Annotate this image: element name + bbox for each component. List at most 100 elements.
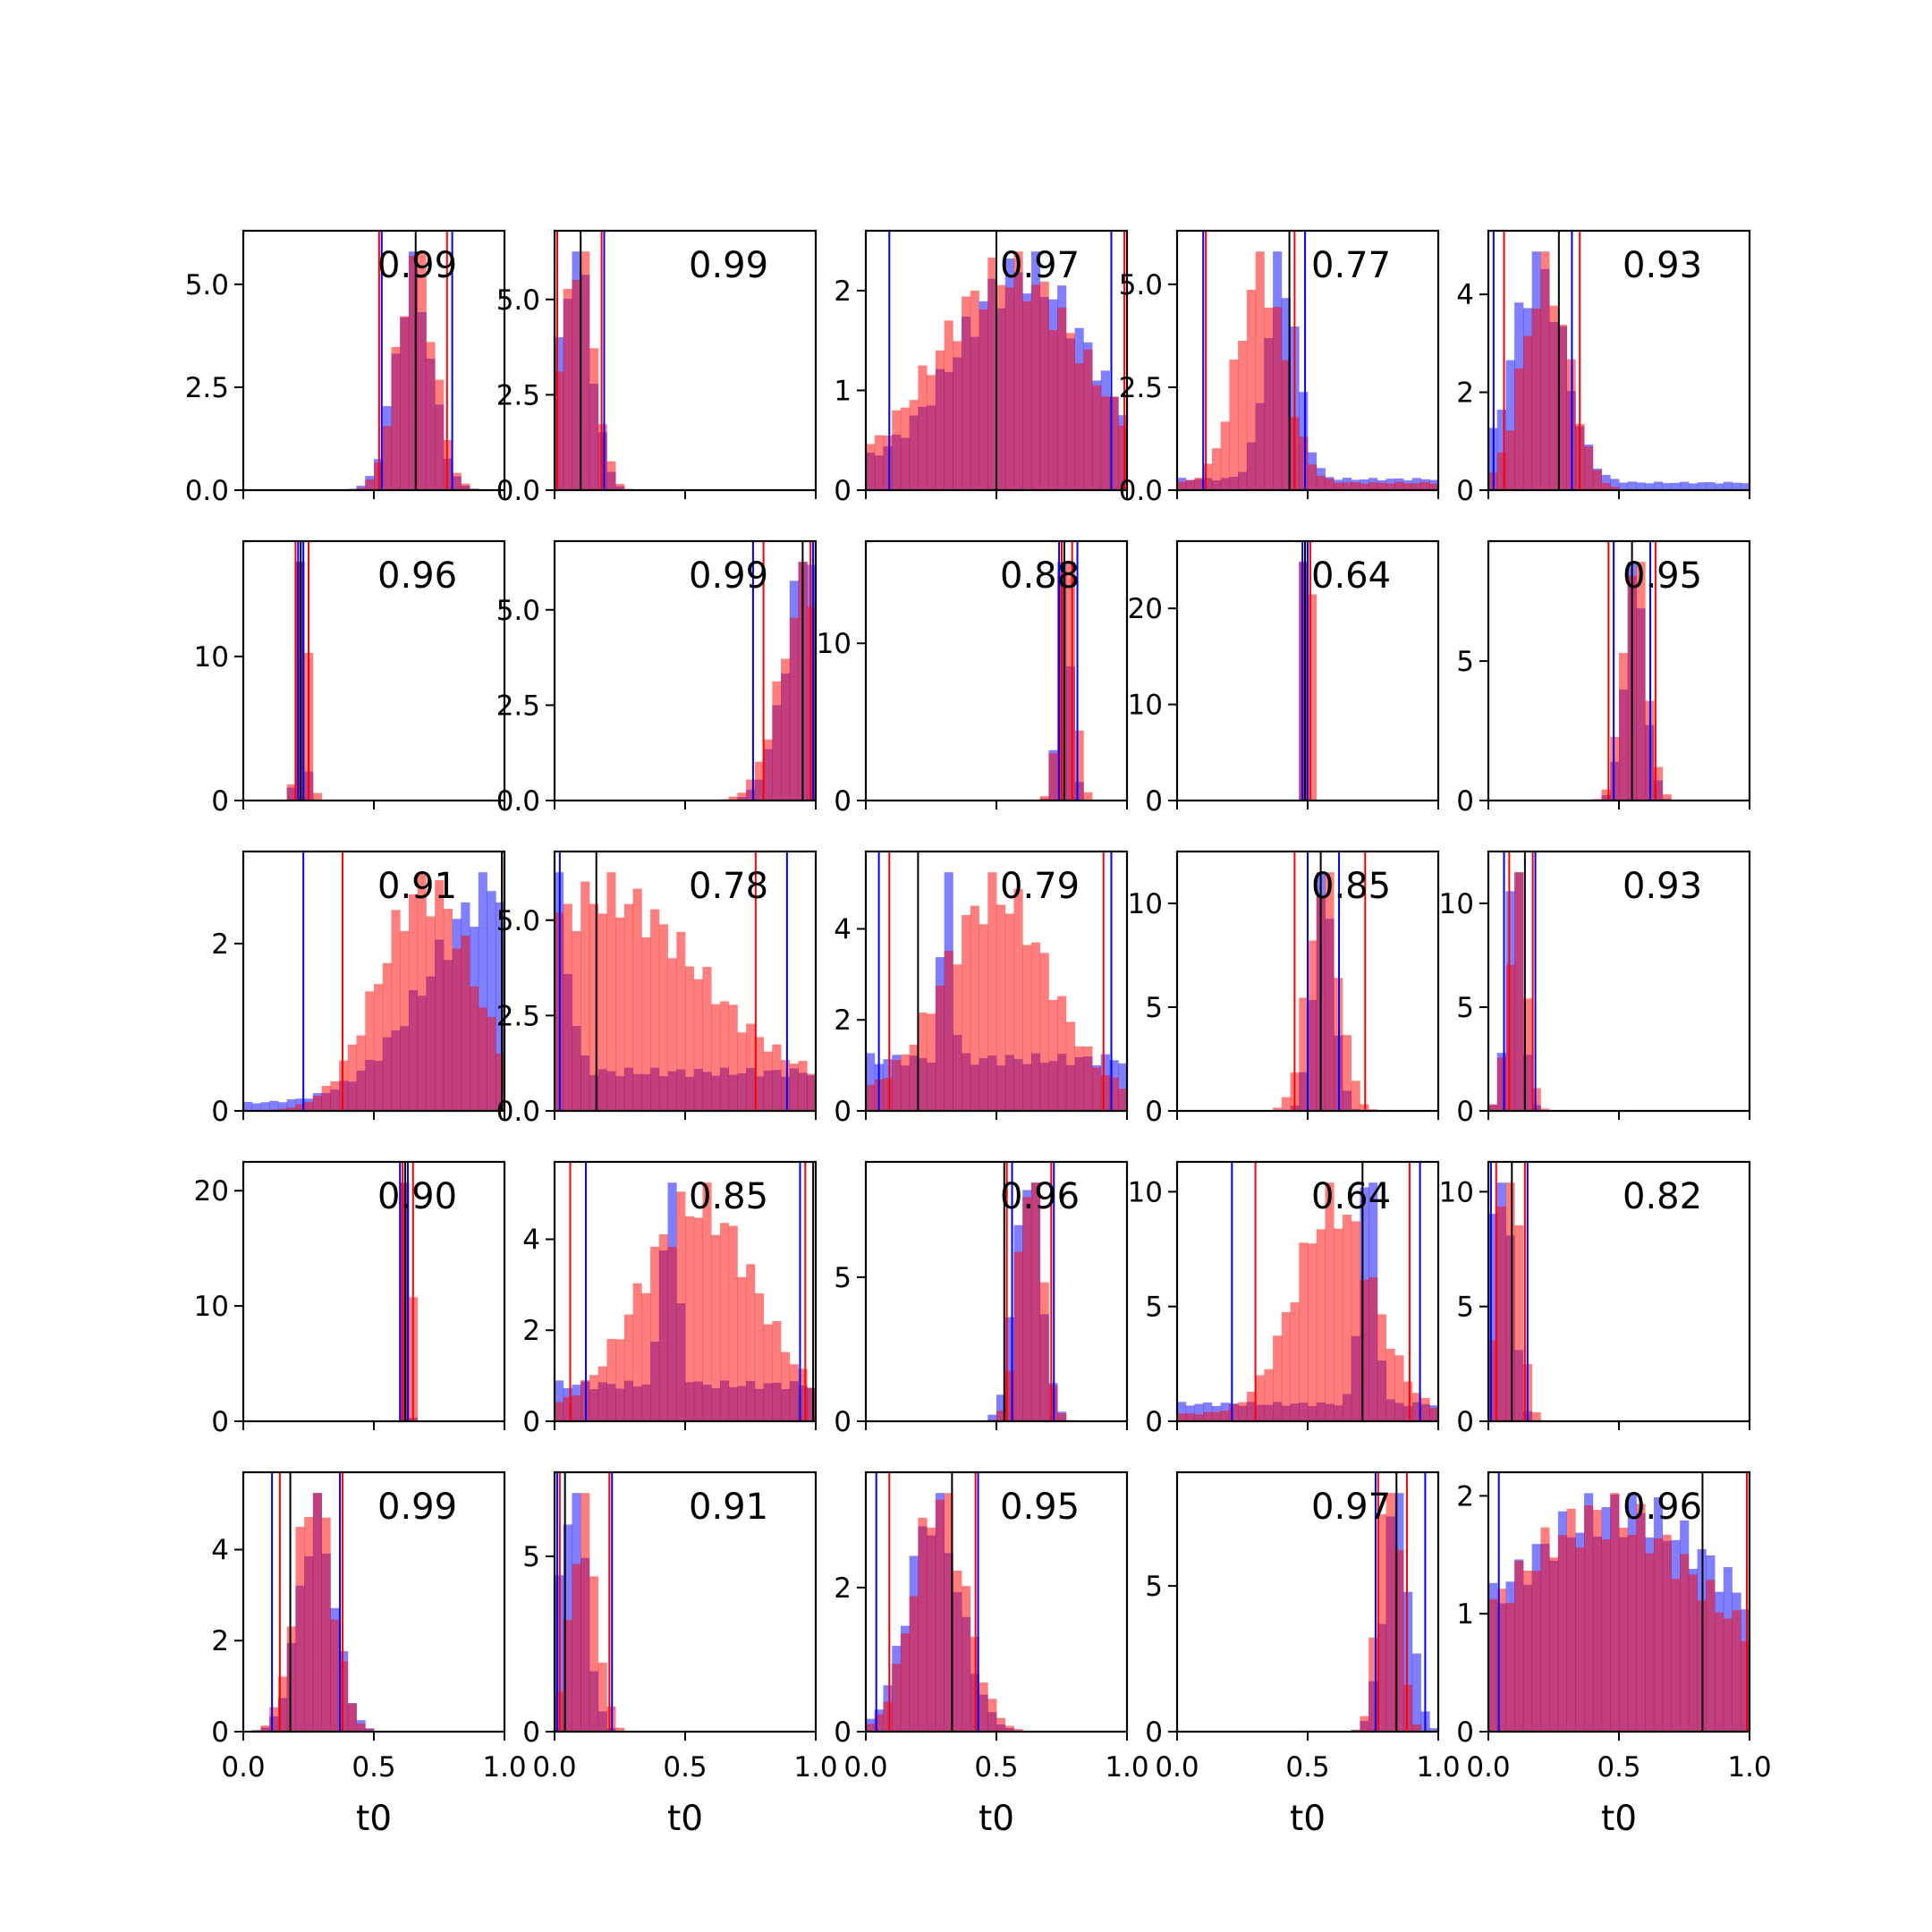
red-histogram-bar — [883, 1701, 893, 1732]
panel-score: 0.82 — [1623, 1176, 1702, 1217]
red-histogram-bar — [944, 951, 953, 1111]
blue-histogram-bar — [1194, 1403, 1204, 1421]
blue-histogram-bar — [1429, 1728, 1438, 1732]
red-histogram-bar — [339, 1060, 349, 1111]
red-histogram-bar — [658, 1234, 668, 1421]
red-histogram-bar — [1540, 1527, 1550, 1732]
blue-histogram-bar — [1496, 410, 1506, 490]
blue-histogram-bar — [277, 1102, 288, 1111]
red-histogram-bar — [1420, 1398, 1430, 1421]
red-histogram-bar — [892, 1060, 902, 1111]
red-histogram-bar — [1403, 483, 1413, 490]
red-histogram-bar — [1109, 396, 1119, 490]
red-histogram-bar — [1522, 1570, 1533, 1732]
red-histogram-bar — [286, 1626, 296, 1732]
x-tick-label: 1.0 — [482, 1751, 526, 1784]
y-tick-label: 5.0 — [1119, 269, 1163, 301]
red-histogram-bar — [1281, 1097, 1291, 1111]
y-tick-label: 0 — [1145, 1096, 1163, 1128]
blue-histogram-bar — [1723, 481, 1733, 490]
bars-group — [347, 231, 479, 490]
red-histogram-bar — [1290, 1302, 1300, 1421]
panel-score: 0.96 — [1623, 1487, 1702, 1528]
red-histogram-bar — [1325, 479, 1335, 490]
red-histogram-bar — [962, 296, 971, 490]
panel: 020.91 — [211, 850, 506, 1128]
red-histogram-bar — [615, 484, 625, 490]
red-histogram-bar — [1065, 562, 1075, 801]
y-tick-label: 2 — [1456, 377, 1474, 410]
red-histogram-bar — [1308, 464, 1318, 490]
red-histogram-bar — [641, 936, 651, 1111]
red-histogram-bar — [312, 1096, 322, 1111]
red-histogram-bar — [1039, 953, 1049, 1111]
red-histogram-bar — [1377, 1513, 1386, 1732]
red-histogram-bar — [597, 913, 607, 1111]
red-histogram-bar — [1004, 1725, 1014, 1732]
red-histogram-bar — [1592, 470, 1602, 490]
red-histogram-bar — [1273, 1107, 1283, 1111]
red-histogram-bar — [1039, 281, 1049, 490]
red-histogram-bar — [1429, 483, 1438, 490]
red-histogram-bar — [935, 1499, 945, 1732]
red-histogram-bar — [1514, 1561, 1524, 1732]
red-histogram-bar — [1522, 998, 1533, 1111]
y-tick-label: 2 — [834, 275, 852, 308]
x-tick-label: 0.0 — [221, 1751, 265, 1784]
red-histogram-bar — [685, 966, 695, 1111]
red-histogram-bar — [1065, 333, 1075, 490]
red-histogram-bar — [1083, 1046, 1093, 1111]
bars-group — [1488, 1162, 1541, 1421]
x-tick-label: 0.5 — [663, 1751, 707, 1784]
red-histogram-bar — [1488, 1104, 1498, 1111]
red-histogram-bar — [935, 350, 945, 490]
red-histogram-bar — [874, 435, 884, 490]
red-histogram-bar — [356, 1724, 366, 1732]
red-histogram-bar — [789, 1364, 799, 1421]
panel: 0 5 0.0 0.5 1.0 t0 0.91 — [522, 1470, 838, 1839]
red-histogram-bar — [487, 1016, 496, 1111]
axes-frame — [864, 1160, 1129, 1423]
red-histogram-bar — [737, 1032, 747, 1111]
y-tick-label: 0 — [211, 785, 229, 818]
red-histogram-bar — [1100, 1075, 1110, 1111]
red-histogram-bar — [1255, 251, 1265, 490]
red-histogram-bar — [772, 1044, 782, 1111]
red-histogram-bar — [1264, 1368, 1274, 1421]
axes-frame — [242, 539, 506, 802]
blue-histogram-bar — [269, 1100, 279, 1111]
red-histogram-bar — [746, 779, 756, 801]
red-histogram-bar — [1377, 482, 1386, 490]
red-histogram-bar — [1514, 1224, 1524, 1421]
red-histogram-bar — [606, 872, 616, 1111]
red-histogram-bar — [781, 658, 791, 801]
blue-histogram-bar — [1662, 483, 1672, 490]
red-histogram-bar — [1281, 1312, 1291, 1421]
panel-score: 0.78 — [689, 866, 768, 907]
red-histogram-bar — [1013, 1251, 1023, 1421]
red-histogram-bar — [1299, 562, 1309, 801]
y-tick-label: 4 — [1456, 279, 1474, 311]
y-tick-label: 2.5 — [496, 1000, 540, 1032]
red-histogram-bar — [1308, 594, 1318, 801]
y-tick-label: 5 — [1145, 1292, 1163, 1324]
panel: 0 2 4 0.79 — [834, 850, 1129, 1128]
blue-histogram-bar — [1732, 482, 1741, 490]
y-tick-label: 2.5 — [1119, 372, 1163, 404]
y-tick-label: 0.0 — [496, 475, 540, 507]
red-histogram-bar — [1429, 1407, 1438, 1421]
red-histogram-bar — [563, 289, 572, 490]
red-histogram-bar — [641, 1292, 651, 1421]
bars-group — [1488, 231, 1750, 490]
red-histogram-bar — [883, 435, 893, 490]
panel-score: 0.64 — [1311, 555, 1391, 597]
red-histogram-bar — [572, 1395, 581, 1421]
red-histogram-bar — [1299, 436, 1309, 490]
red-histogram-bar — [606, 1338, 616, 1421]
bars-group — [1039, 541, 1093, 801]
y-tick-label: 0.0 — [496, 1096, 540, 1128]
y-tick-label: 5.0 — [496, 284, 540, 317]
red-histogram-bar — [944, 320, 953, 490]
y-tick-label: 5.0 — [185, 269, 229, 301]
